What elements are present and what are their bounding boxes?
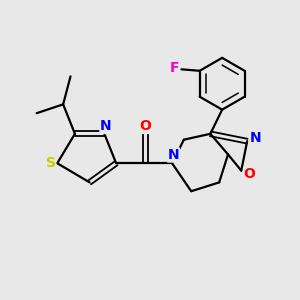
Text: F: F <box>169 61 179 75</box>
Text: O: O <box>140 119 152 134</box>
Text: N: N <box>168 148 179 162</box>
Text: O: O <box>244 167 256 181</box>
Text: S: S <box>46 156 56 170</box>
Text: N: N <box>250 130 261 145</box>
Text: N: N <box>100 119 112 134</box>
